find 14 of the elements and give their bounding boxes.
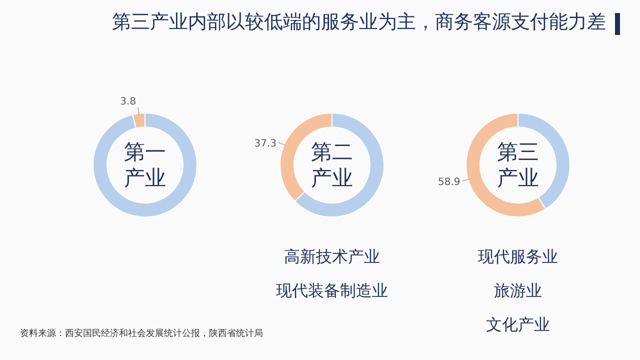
text: 资料来源：西安国民经济和社会发展统计公报，陕西省统计局 (20, 328, 263, 339)
text: 文化产业 (486, 315, 550, 334)
text: 第二产业 (311, 140, 353, 190)
data-label: 3.8 (120, 96, 136, 108)
text: 现代装备制造业 (276, 281, 388, 300)
text: 高新技术产业 (284, 247, 380, 266)
text: 旅游业 (494, 281, 542, 300)
text: 第一产业 (124, 140, 166, 190)
text: 第三产业 (497, 140, 539, 190)
donut-slice (92, 112, 198, 218)
data-label: 37.3 (254, 138, 277, 150)
text: 第三产业内部以较低端的服务业为主，商务客源支付能力差 (112, 11, 606, 33)
data-label: 58.9 (438, 177, 460, 188)
text: 现代服务业 (478, 247, 558, 266)
